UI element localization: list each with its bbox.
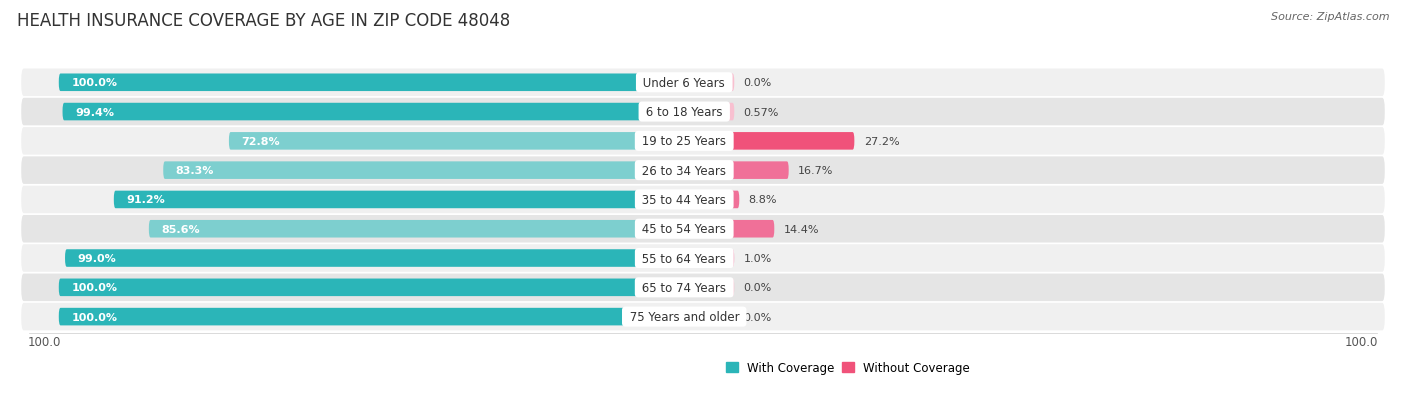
Text: 99.4%: 99.4% <box>75 107 114 117</box>
Text: 16.7%: 16.7% <box>799 166 834 176</box>
FancyBboxPatch shape <box>59 74 685 92</box>
Text: 26 to 34 Years: 26 to 34 Years <box>638 164 730 177</box>
Legend: With Coverage, Without Coverage: With Coverage, Without Coverage <box>721 356 974 379</box>
FancyBboxPatch shape <box>685 104 734 121</box>
FancyBboxPatch shape <box>21 303 1385 330</box>
Text: 0.0%: 0.0% <box>744 78 772 88</box>
Text: 0.57%: 0.57% <box>744 107 779 117</box>
FancyBboxPatch shape <box>59 308 685 325</box>
FancyBboxPatch shape <box>62 104 685 121</box>
FancyBboxPatch shape <box>685 191 740 209</box>
FancyBboxPatch shape <box>59 279 685 297</box>
FancyBboxPatch shape <box>114 191 685 209</box>
Text: 0.0%: 0.0% <box>744 312 772 322</box>
FancyBboxPatch shape <box>685 133 855 150</box>
Text: 75 Years and older: 75 Years and older <box>626 310 742 323</box>
Text: 14.4%: 14.4% <box>783 224 820 234</box>
FancyBboxPatch shape <box>685 74 734 92</box>
FancyBboxPatch shape <box>21 157 1385 185</box>
Text: 100.0%: 100.0% <box>72 78 117 88</box>
FancyBboxPatch shape <box>21 99 1385 126</box>
FancyBboxPatch shape <box>21 244 1385 272</box>
FancyBboxPatch shape <box>685 279 734 297</box>
FancyBboxPatch shape <box>149 221 685 238</box>
Text: 100.0%: 100.0% <box>72 282 117 292</box>
Text: 27.2%: 27.2% <box>863 137 900 147</box>
Text: HEALTH INSURANCE COVERAGE BY AGE IN ZIP CODE 48048: HEALTH INSURANCE COVERAGE BY AGE IN ZIP … <box>17 12 510 30</box>
FancyBboxPatch shape <box>685 221 775 238</box>
FancyBboxPatch shape <box>21 216 1385 243</box>
Text: Under 6 Years: Under 6 Years <box>640 76 728 90</box>
FancyBboxPatch shape <box>21 274 1385 301</box>
FancyBboxPatch shape <box>685 308 734 325</box>
Text: 0.0%: 0.0% <box>744 282 772 292</box>
FancyBboxPatch shape <box>163 162 685 180</box>
Text: 8.8%: 8.8% <box>748 195 778 205</box>
Text: 45 to 54 Years: 45 to 54 Years <box>638 223 730 236</box>
Text: 91.2%: 91.2% <box>127 195 165 205</box>
Text: Source: ZipAtlas.com: Source: ZipAtlas.com <box>1271 12 1389 22</box>
Text: 55 to 64 Years: 55 to 64 Years <box>638 252 730 265</box>
FancyBboxPatch shape <box>21 128 1385 155</box>
Text: 100.0: 100.0 <box>1346 335 1378 348</box>
Text: 1.0%: 1.0% <box>744 254 772 263</box>
FancyBboxPatch shape <box>685 162 789 180</box>
FancyBboxPatch shape <box>685 249 734 267</box>
Text: 83.3%: 83.3% <box>176 166 214 176</box>
Text: 85.6%: 85.6% <box>162 224 200 234</box>
FancyBboxPatch shape <box>229 133 685 150</box>
Text: 72.8%: 72.8% <box>242 137 280 147</box>
Text: 35 to 44 Years: 35 to 44 Years <box>638 193 730 206</box>
Text: 100.0: 100.0 <box>28 335 60 348</box>
Text: 65 to 74 Years: 65 to 74 Years <box>638 281 730 294</box>
Text: 100.0%: 100.0% <box>72 312 117 322</box>
Text: 19 to 25 Years: 19 to 25 Years <box>638 135 730 148</box>
Text: 99.0%: 99.0% <box>77 254 117 263</box>
FancyBboxPatch shape <box>21 69 1385 97</box>
Text: 6 to 18 Years: 6 to 18 Years <box>643 106 727 119</box>
FancyBboxPatch shape <box>21 186 1385 214</box>
FancyBboxPatch shape <box>65 249 685 267</box>
